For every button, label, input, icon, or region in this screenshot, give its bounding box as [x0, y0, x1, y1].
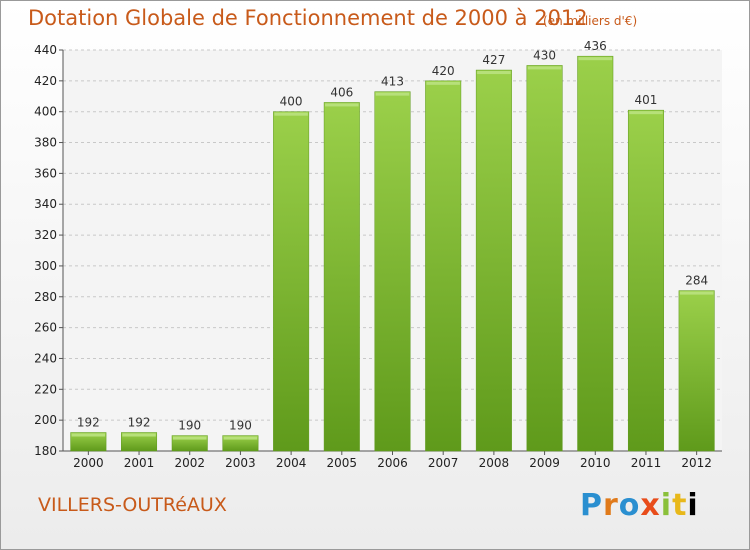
bar-highlight: [375, 92, 410, 96]
bar-value-label: 406: [330, 85, 353, 99]
bar-value-label: 413: [381, 75, 404, 89]
y-tick-label: 320: [34, 228, 57, 242]
y-tick-label: 280: [34, 290, 57, 304]
y-tick-label: 360: [34, 166, 57, 180]
bar: [678, 290, 715, 452]
bar-highlight: [172, 436, 207, 440]
bars: [70, 55, 715, 452]
y-tick-label: 420: [34, 74, 57, 88]
proxiti-logo: Proxiti: [580, 488, 699, 523]
x-tick-label: 2005: [327, 456, 358, 470]
bar-highlight: [426, 81, 460, 85]
bar: [475, 69, 512, 452]
bar-highlight: [679, 291, 714, 295]
bar-value-label: 190: [229, 419, 252, 433]
y-tick-label: 220: [34, 382, 57, 396]
bar: [425, 80, 462, 452]
y-tick-label: 300: [34, 259, 57, 273]
x-tick-label: 2009: [529, 456, 560, 470]
y-tick-label: 200: [34, 413, 57, 427]
bar-value-label: 400: [280, 95, 303, 109]
bar-highlight: [223, 436, 258, 440]
x-tick-label: 2004: [276, 456, 307, 470]
y-tick-label: 340: [34, 197, 57, 211]
bar-value-label: 427: [482, 53, 505, 67]
bar: [323, 102, 360, 452]
logo-letter: o: [618, 488, 641, 523]
bar-value-label: 190: [178, 419, 201, 433]
bar-highlight: [527, 66, 562, 70]
y-tick-label: 180: [34, 444, 57, 458]
bar-highlight: [578, 57, 613, 61]
logo-letter: i: [687, 488, 699, 523]
bar: [526, 65, 563, 452]
bar-highlight: [629, 111, 663, 115]
bar: [70, 432, 107, 452]
bar-value-label: 192: [77, 415, 100, 429]
x-tick-label: 2010: [580, 456, 611, 470]
bar-value-label: 192: [128, 415, 151, 429]
bar: [627, 109, 664, 452]
y-tick-label: 440: [34, 43, 57, 57]
unit-note: (en milliers d'€): [543, 14, 638, 28]
bar: [374, 91, 411, 452]
x-tick-label: 2008: [479, 456, 510, 470]
logo-letter: t: [672, 488, 688, 523]
bar-highlight: [274, 112, 308, 116]
logo-letter: i: [660, 488, 673, 523]
bar-highlight: [477, 71, 511, 75]
y-tick-label: 400: [34, 105, 57, 119]
x-tick-label: 2001: [124, 456, 155, 470]
bar-value-label: 436: [584, 39, 607, 53]
bar-value-label: 401: [635, 93, 658, 107]
bar: [273, 111, 310, 452]
x-tick-label: 2006: [377, 456, 408, 470]
bar-highlight: [71, 433, 106, 437]
logo-letter: r: [603, 488, 619, 523]
y-tick-label: 240: [34, 351, 57, 365]
bar: [577, 55, 614, 452]
y-tick-label: 260: [34, 321, 57, 335]
bar-value-label: 430: [533, 48, 556, 62]
x-tick-label: 2011: [631, 456, 662, 470]
y-tick-label: 380: [34, 136, 57, 150]
x-tick-label: 2012: [681, 456, 712, 470]
chart-title: Dotation Globale de Fonctionnement de 20…: [28, 6, 588, 30]
bar-highlight: [122, 433, 156, 437]
bar-value-label: 420: [432, 64, 455, 78]
x-tick-label: 2003: [225, 456, 256, 470]
labels: 180 200 220 240 260 280 300 320 340 360 380 400 420 4…: [34, 39, 712, 470]
x-tick-label: 2002: [174, 456, 205, 470]
bar-highlight: [325, 103, 359, 107]
logo-letter: x: [640, 488, 661, 523]
bar-value-label: 284: [685, 274, 708, 288]
logo-letter: P: [580, 488, 603, 523]
commune-name: VILLERS-OUTRéAUX: [38, 494, 227, 516]
x-tick-label: 2007: [428, 456, 459, 470]
bar: [121, 432, 158, 452]
x-tick-label: 2000: [73, 456, 104, 470]
